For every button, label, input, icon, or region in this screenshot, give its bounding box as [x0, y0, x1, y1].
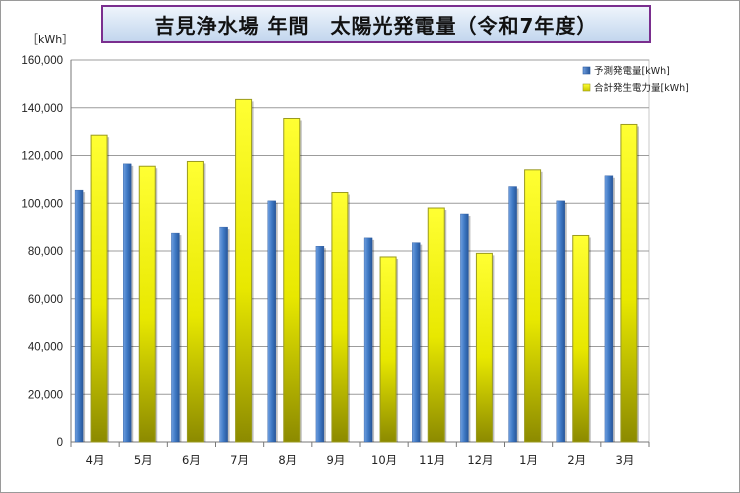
bar-actual [283, 117, 301, 443]
y-tick-label: 140,000 [21, 103, 63, 115]
x-tick-label: 4月 [86, 453, 105, 467]
y-tick-label: 80,000 [28, 246, 63, 258]
bar-forecast [508, 186, 517, 443]
legend-label-actual: 合計発生電力量[kWh] [594, 82, 689, 94]
bar-forecast [412, 242, 421, 443]
legend-label-forecast: 予測発電量[kWh] [594, 65, 670, 77]
x-tick-label: 12月 [467, 453, 493, 467]
bar-actual [572, 234, 590, 443]
legend-swatch-actual [582, 83, 591, 92]
x-tick-label: 7月 [230, 453, 249, 467]
bar-forecast [604, 175, 614, 443]
x-tick-label: 6月 [182, 453, 201, 467]
y-tick-label: 40,000 [28, 342, 63, 354]
y-tick-label: 100,000 [21, 198, 63, 210]
bar-forecast [74, 189, 84, 443]
x-tick-label: 11月 [419, 453, 445, 467]
bar-actual [475, 252, 493, 443]
bar-forecast [267, 200, 276, 443]
bar-forecast [219, 226, 228, 443]
x-tick-label: 1月 [519, 453, 538, 467]
bar-actual [524, 169, 542, 443]
y-tick-label: 20,000 [28, 389, 63, 401]
bar-forecast [363, 237, 373, 443]
bar-actual [235, 98, 253, 443]
x-tick-label: 8月 [278, 453, 297, 467]
y-tick-label: 160,000 [21, 55, 63, 67]
bar-forecast [460, 213, 469, 443]
x-tick-label: 3月 [616, 453, 635, 467]
y-tick-label: 0 [57, 437, 63, 449]
x-tick-label: 2月 [567, 453, 586, 467]
bar-actual [379, 256, 397, 443]
x-tick-label: 10月 [371, 453, 397, 467]
bar-forecast [171, 232, 180, 443]
y-tick-label: 60,000 [28, 294, 63, 306]
y-tick-label: 120,000 [21, 151, 63, 163]
bar-forecast [315, 246, 325, 443]
bar-actual [331, 192, 349, 443]
bar-actual [186, 160, 204, 443]
bar-actual [138, 165, 156, 443]
x-tick-label: 9月 [327, 453, 346, 467]
bar-actual [620, 123, 638, 443]
chart-title: 吉見浄水場 年間 太陽光発電量（令和7年度） [154, 13, 598, 38]
bar-actual [90, 134, 108, 443]
chart-title-box: 吉見浄水場 年間 太陽光発電量（令和7年度） [101, 5, 651, 43]
y-axis-unit-label: ［kWh］ [27, 33, 74, 46]
bar-forecast [556, 200, 565, 443]
legend-swatch-forecast [582, 66, 591, 75]
x-tick-label: 5月 [134, 453, 153, 467]
bar-forecast [123, 163, 132, 443]
bar-actual [427, 207, 445, 443]
